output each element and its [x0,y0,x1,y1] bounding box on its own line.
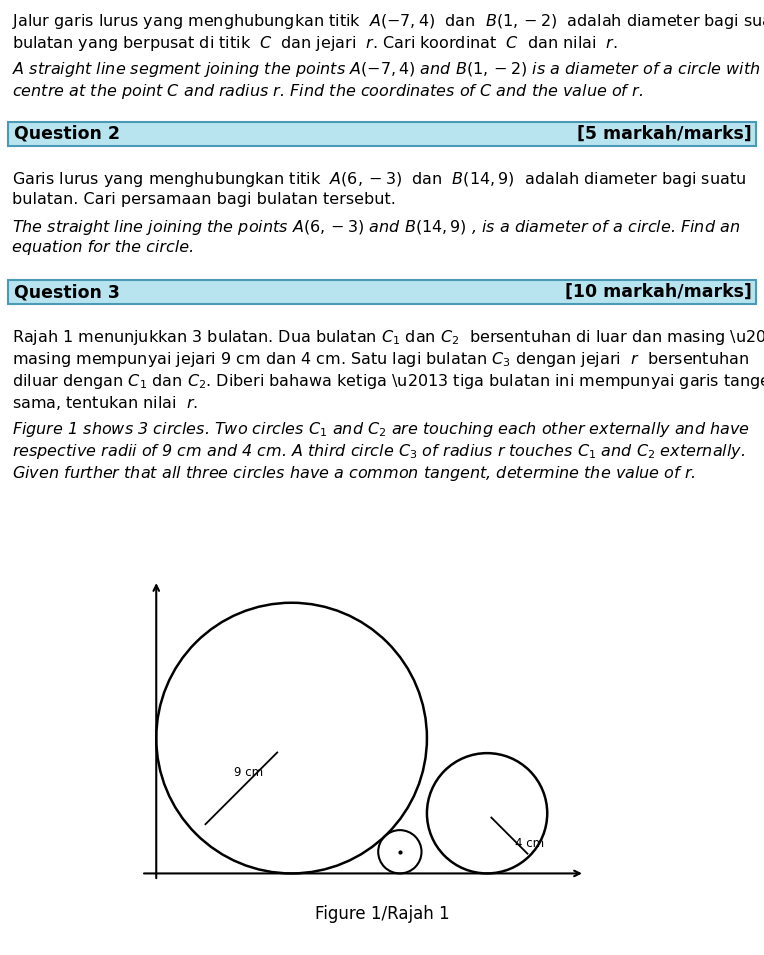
Text: Garis lurus yang menghubungkan titik  $A(6,-3)$  dan  $B(14,9)$  adalah diameter: Garis lurus yang menghubungkan titik $A(… [12,170,746,189]
Text: bulatan yang berpusat di titik  $C$  dan jejari  $r$. Cari koordinat  $C$  dan n: bulatan yang berpusat di titik $C$ dan j… [12,34,618,53]
Text: [10 markah/marks]: [10 markah/marks] [565,283,752,301]
Text: sama, tentukan nilai  $r$.: sama, tentukan nilai $r$. [12,394,198,412]
Text: Figure 1 shows 3 circles. Two circles $C_1$ and $C_2$ are touching each other ex: Figure 1 shows 3 circles. Two circles $C… [12,420,750,439]
Text: Question 2: Question 2 [14,125,120,143]
Text: 9 cm: 9 cm [235,766,264,779]
Text: respective radii of 9 cm and 4 cm. A third circle $C_3$ of radius $r$ touches $C: respective radii of 9 cm and 4 cm. A thi… [12,442,745,461]
Text: Given further that all three circles have a common tangent, determine the value : Given further that all three circles hav… [12,464,696,483]
Text: centre at the point $C$ and radius $r$. Find the coordinates of $C$ and the valu: centre at the point $C$ and radius $r$. … [12,82,643,101]
Text: Rajah 1 menunjukkan 3 bulatan. Dua bulatan $C_1$ dan $C_2$  bersentuhan di luar : Rajah 1 menunjukkan 3 bulatan. Dua bulat… [12,328,764,347]
Text: masing mempunyai jejari 9 cm dan 4 cm. Satu lagi bulatan $C_3$ dengan jejari  $r: masing mempunyai jejari 9 cm dan 4 cm. S… [12,350,749,369]
Text: $A$ straight line segment joining the points $A(-7,4)$ and $B(1,-2)$ is a diamet: $A$ straight line segment joining the po… [12,60,760,79]
Text: Jalur garis lurus yang menghubungkan titik  $A(-7,4)$  dan  $B(1,-2)$  adalah di: Jalur garis lurus yang menghubungkan tit… [12,12,764,31]
FancyBboxPatch shape [8,280,756,304]
Text: Figure 1/Rajah 1: Figure 1/Rajah 1 [315,905,449,923]
FancyBboxPatch shape [8,122,756,146]
Text: bulatan. Cari persamaan bagi bulatan tersebut.: bulatan. Cari persamaan bagi bulatan ter… [12,192,396,207]
Text: 4 cm: 4 cm [516,838,545,850]
Text: [5 markah/marks]: [5 markah/marks] [578,125,752,143]
Text: Question 3: Question 3 [14,283,120,301]
Text: equation for the circle.: equation for the circle. [12,240,194,255]
Text: diluar dengan $C_1$ dan $C_2$. Diberi bahawa ketiga \u2013 tiga bulatan ini memp: diluar dengan $C_1$ dan $C_2$. Diberi ba… [12,372,764,391]
Text: The straight line joining the points $A(6,-3)$ and $B(14,9)$ , is a diameter of : The straight line joining the points $A(… [12,218,740,237]
